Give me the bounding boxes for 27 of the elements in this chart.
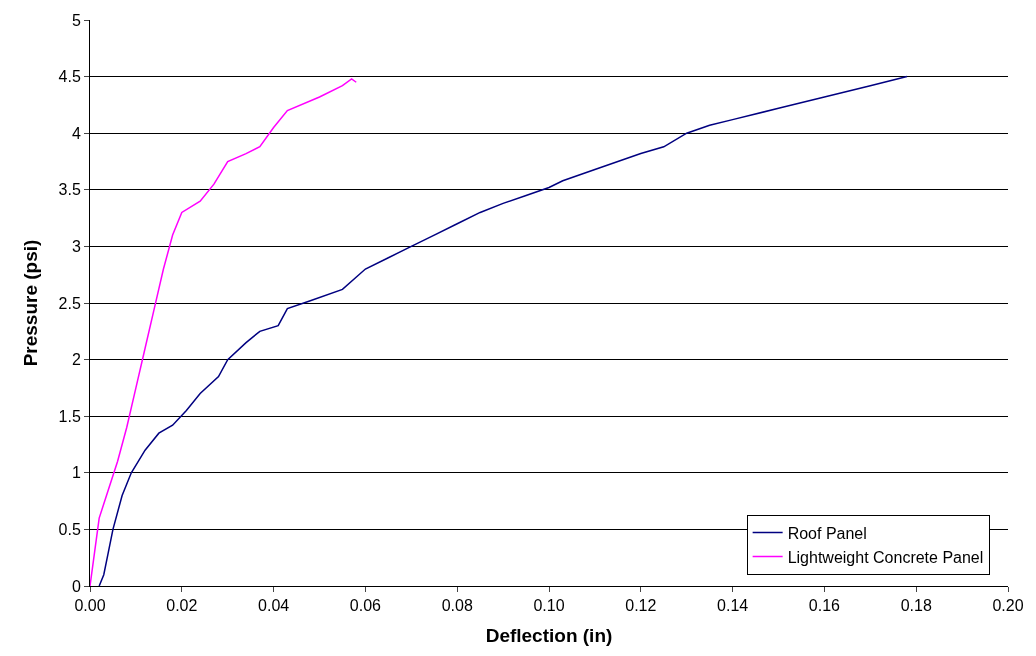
x-tick-label: 0.08 — [441, 597, 473, 615]
y-tick-label: 2.5 — [58, 294, 81, 312]
x-tick-label: 0.20 — [992, 597, 1024, 615]
x-tick-label: 0.02 — [166, 597, 198, 615]
y-tick-label: 3 — [71, 238, 81, 255]
y-axis-title: Pressure (psi) — [20, 239, 42, 367]
x-tick-label: 0.10 — [533, 597, 565, 615]
x-tick-label: 0.06 — [349, 597, 382, 615]
y-tick-label: 4.5 — [58, 68, 81, 86]
legend-label: Lightweight Concrete Panel — [787, 548, 984, 566]
y-tick-label: 0.5 — [58, 521, 81, 538]
x-tick-label: 0.14 — [717, 597, 749, 615]
x-tick-label: 0.12 — [625, 597, 657, 615]
y-tick-label: 1.5 — [58, 407, 81, 425]
y-tick-label: 2 — [71, 351, 81, 369]
x-tick-label: 0.16 — [808, 597, 841, 615]
y-tick-label: 3.5 — [58, 181, 81, 199]
x-tick-label: 0.18 — [900, 597, 932, 615]
legend-label: Roof Panel — [787, 524, 867, 542]
y-tick-label: 4 — [71, 124, 81, 142]
x-tick-label: 0.04 — [258, 597, 290, 615]
line-series — [90, 78, 357, 586]
x-tick-label: 0.00 — [74, 597, 106, 615]
y-tick-label: 0 — [71, 577, 81, 595]
y-tick-label: 5 — [71, 11, 81, 29]
x-axis-title: Deflection (in) — [485, 625, 613, 646]
y-tick-label: 1 — [71, 464, 81, 482]
